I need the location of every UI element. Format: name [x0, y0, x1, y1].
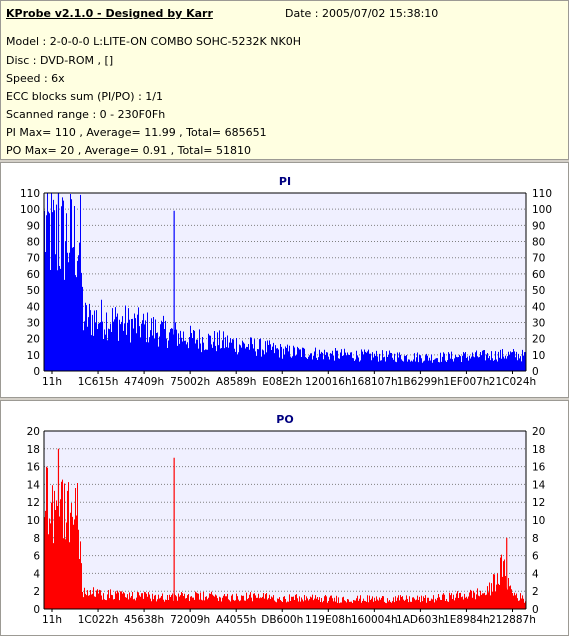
pi-summary-line: PI Max= 110 , Average= 11.99 , Total= 68…: [6, 126, 267, 139]
po-y-tick-left: 10: [27, 515, 40, 527]
disc-line: Disc : DVD-ROM , []: [6, 54, 114, 67]
po-x-tick-label: 72009h: [170, 614, 210, 626]
pi-y-tick-right: 110: [532, 188, 552, 200]
pi-y-tick-left: 70: [27, 253, 40, 265]
ecc-line: ECC blocks sum (PI/PO) : 1/1: [6, 90, 163, 103]
pi-y-tick-right: 70: [532, 253, 545, 265]
pi-y-tick-left: 30: [27, 317, 40, 329]
pi-y-tick-right: 40: [532, 301, 545, 313]
pi-x-tick-label: 120016h: [305, 376, 352, 388]
po-y-tick-left: 6: [33, 551, 40, 563]
pi-x-tick-label: 21C024h: [489, 376, 536, 388]
pi-y-tick-right: 30: [532, 317, 545, 329]
pi-y-tick-left: 40: [27, 301, 40, 313]
speed-line: Speed : 6x: [6, 72, 65, 85]
pi-x-tick-label: 1B6299h: [397, 376, 444, 388]
pi-x-tick-label: 75002h: [170, 376, 210, 388]
po-x-tick-label: 11h: [42, 614, 62, 626]
pi-y-tick-right: 80: [532, 237, 545, 249]
po-y-tick-right: 16: [532, 462, 546, 474]
po-y-tick-right: 8: [532, 533, 539, 545]
pi-y-tick-left: 50: [27, 285, 40, 297]
pi-chart-panel: PI 0 0 10 10 20 20 30 30 40 40 50 50 60 60 70 70 80 80 90 90…: [0, 162, 569, 398]
pi-x-tick-label: 1C615h: [78, 376, 119, 388]
po-y-tick-right: 20: [532, 426, 545, 438]
pi-x-tick-label: 47409h: [124, 376, 164, 388]
po-x-tick-label: DB600h: [261, 614, 303, 626]
po-y-tick-right: 12: [532, 497, 545, 509]
range-line: Scanned range : 0 - 230F0Fh: [6, 108, 166, 121]
po-x-tick-label: 212887h: [489, 614, 536, 626]
pi-x-tick-label: 11h: [42, 376, 62, 388]
po-y-tick-right: 4: [532, 568, 539, 580]
pi-y-tick-right: 90: [532, 220, 545, 232]
po-title: PO: [276, 413, 293, 426]
po-x-tick-label: 1E8984h: [443, 614, 490, 626]
pi-y-tick-right: 0: [532, 366, 539, 378]
pi-y-tick-right: 20: [532, 334, 545, 346]
po-y-tick-left: 18: [27, 444, 40, 456]
po-y-tick-right: 6: [532, 551, 539, 563]
app-title: KProbe v2.1.0 - Designed by Karr: [6, 7, 213, 20]
po-y-tick-right: 0: [532, 604, 539, 616]
po-y-tick-left: 14: [27, 479, 41, 491]
po-x-tick-label: 45638h: [124, 614, 164, 626]
pi-y-tick-left: 100: [20, 204, 40, 216]
model-line: Model : 2-0-0-0 L:LITE-ON COMBO SOHC-523…: [6, 35, 301, 48]
po-y-tick-left: 2: [33, 586, 40, 598]
pi-x-tick-label: A8589h: [216, 376, 257, 388]
pi-title: PI: [279, 175, 291, 188]
po-y-tick-left: 0: [33, 604, 40, 616]
pi-y-tick-right: 100: [532, 204, 552, 216]
pi-y-tick-left: 0: [33, 366, 40, 378]
pi-y-tick-left: 90: [27, 220, 40, 232]
po-y-tick-left: 4: [33, 568, 40, 580]
pi-y-tick-left: 80: [27, 237, 40, 249]
po-y-tick-left: 20: [27, 426, 40, 438]
pi-y-tick-left: 60: [27, 269, 40, 281]
po-x-tick-label: 1C022h: [78, 614, 119, 626]
po-y-tick-right: 14: [532, 479, 546, 491]
scan-date: Date : 2005/07/02 15:38:10: [285, 7, 439, 20]
po-y-tick-left: 16: [27, 462, 41, 474]
po-x-tick-label: 119E08h: [305, 614, 352, 626]
pi-y-tick-right: 60: [532, 269, 545, 281]
po-bars: [44, 448, 526, 609]
pi-chart: PI 0 0 10 10 20 20 30 30 40 40 50 50 60 60 70 70 80 80 90 90…: [20, 175, 552, 388]
pi-x-tick-label: E08E2h: [262, 376, 302, 388]
po-x-tick-label: 1AD603h: [396, 614, 445, 626]
po-y-tick-right: 10: [532, 515, 545, 527]
pi-y-tick-right: 10: [532, 350, 545, 362]
po-x-tick-label: 160004h: [351, 614, 398, 626]
pi-y-tick-left: 10: [27, 350, 40, 362]
pi-x-tick-label: 1EF007h: [443, 376, 489, 388]
po-x-tick-label: A4055h: [216, 614, 257, 626]
po-chart: PO 0 0 2 2 4 4 6 6 8 8 10 10 12 12 14 14 16 16 18 18 20 20 11h 1…: [27, 413, 546, 626]
po-y-tick-right: 18: [532, 444, 545, 456]
po-y-tick-left: 8: [33, 533, 40, 545]
pi-y-tick-left: 110: [20, 188, 40, 200]
pi-bars: [44, 193, 526, 371]
po-y-tick-right: 2: [532, 586, 539, 598]
po-y-tick-left: 12: [27, 497, 40, 509]
pi-x-tick-label: 168107h: [351, 376, 398, 388]
info-panel: KProbe v2.1.0 - Designed by Karr Date : …: [0, 0, 569, 160]
po-chart-panel: PO 0 0 2 2 4 4 6 6 8 8 10 10 12 12 14 14 16 16 18 18 20 20 11h 1…: [0, 400, 569, 636]
pi-y-tick-left: 20: [27, 334, 40, 346]
po-summary-line: PO Max= 20 , Average= 0.91 , Total= 5181…: [6, 144, 251, 157]
pi-y-tick-right: 50: [532, 285, 545, 297]
